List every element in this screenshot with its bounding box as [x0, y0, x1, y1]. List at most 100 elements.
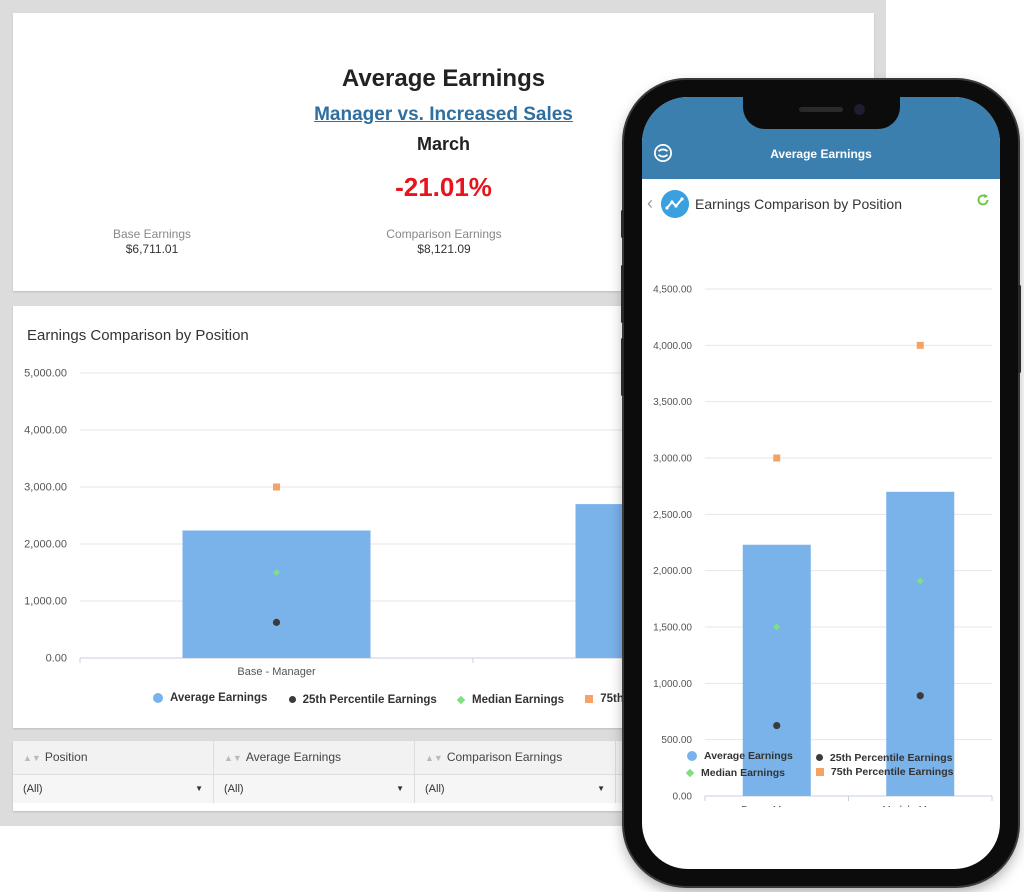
y-tick-label: 1,500.00: [653, 623, 692, 634]
column-header-label: Position: [44, 750, 88, 764]
point-25th-percentile: [916, 692, 924, 700]
refresh-icon[interactable]: [976, 193, 990, 207]
camera: [854, 104, 865, 115]
y-tick-label: 2,000.00: [653, 566, 692, 577]
back-chevron-icon[interactable]: ‹: [647, 193, 653, 213]
comparison-earnings-stat: Comparison Earnings $8,121.09: [344, 227, 544, 256]
filter-value: (All): [224, 783, 244, 795]
filter-value: (All): [23, 783, 43, 795]
kpi-percent-change: -21.01%: [395, 172, 492, 202]
comparison-earnings-value: $8,121.09: [417, 242, 471, 256]
legend-75th-percentile[interactable]: 75th Percentile Earnings: [815, 766, 954, 778]
point-75th-percentile: [773, 454, 781, 462]
legend-median[interactable]: Median Earnings: [456, 694, 565, 706]
kpi-title: Average Earnings: [341, 65, 546, 92]
chart-title: Earnings Comparison by Position: [27, 327, 249, 344]
chart-line-icon: [661, 190, 689, 218]
phone-side-button: [621, 338, 624, 396]
bar: [742, 544, 811, 796]
legend-square-icon: [815, 768, 824, 776]
point-75th-percentile: [916, 341, 924, 349]
y-tick-label: 5,000.00: [24, 368, 67, 380]
legend-average-earnings[interactable]: Average Earnings: [687, 750, 813, 762]
legend-diamond-icon: [685, 768, 695, 778]
legend-average-earnings[interactable]: Average Earnings: [153, 692, 267, 704]
kpi-month: March: [416, 134, 470, 154]
point-median: [272, 568, 281, 577]
legend-circle-icon: [153, 693, 163, 703]
base-earnings-stat: Base Earnings $6,711.01: [52, 227, 252, 256]
point-median: [916, 577, 924, 585]
point-median: [773, 623, 781, 631]
y-tick-label: 1,000.00: [24, 596, 67, 608]
legend-diamond-icon: [456, 695, 466, 705]
phone-notch: [743, 97, 900, 129]
kpi-comparison-link[interactable]: Manager vs. Increased Sales: [314, 104, 573, 125]
y-tick-label: 0.00: [46, 653, 67, 665]
comparison-earnings-label: Comparison Earnings: [386, 227, 502, 241]
sort-icon: ▲▼: [23, 753, 41, 763]
point-25th-percentile: [272, 618, 281, 626]
sort-icon: ▲▼: [224, 753, 242, 763]
y-tick-label: 2,500.00: [653, 510, 692, 521]
bar: [182, 530, 371, 658]
legend-circle-icon: [687, 751, 697, 761]
column-header-average-earnings[interactable]: ▲▼ Average Earnings: [214, 741, 415, 774]
y-tick-label: 3,000.00: [24, 482, 67, 494]
y-tick-label: 3,000.00: [653, 454, 692, 465]
x-tick-label: Base - Manager: [741, 805, 813, 807]
legend-label: 25th Percentile Earnings: [829, 751, 953, 764]
legend-25th-percentile[interactable]: 25th Percentile Earnings: [288, 694, 437, 706]
filter-value: (All): [425, 783, 445, 795]
column-header-label: Comparison Earnings: [446, 750, 563, 764]
column-header-comparison-earnings[interactable]: ▲▼ Comparison Earnings: [415, 741, 616, 774]
legend-dot-icon: [288, 696, 296, 703]
phone-chart-legend: Average Earnings 25th Percentile Earning…: [687, 750, 952, 764]
dropdown-arrow-icon: ▼: [396, 784, 404, 793]
legend-25th-percentile[interactable]: 25th Percentile Earnings: [815, 751, 953, 764]
phone-device: Average Earnings ‹ Earnings Comparison b…: [621, 80, 1021, 886]
x-tick-label: Base - Manager: [237, 666, 316, 678]
dropdown-arrow-icon: ▼: [195, 784, 203, 793]
legend-label: Average Earnings: [704, 750, 793, 762]
column-header-label: Average Earnings: [245, 750, 342, 764]
speaker: [799, 107, 843, 112]
y-tick-label: 4,500.00: [653, 285, 692, 296]
y-tick-label: 0.00: [673, 792, 693, 803]
legend-square-icon: [585, 695, 594, 703]
average-earnings-filter-select[interactable]: (All) ▼: [214, 775, 415, 803]
bar: [886, 491, 955, 796]
y-tick-label: 4,000.00: [653, 341, 692, 352]
y-tick-label: 2,000.00: [24, 539, 67, 551]
chart-legend: Average Earnings 25th Percentile Earning…: [153, 692, 642, 706]
phone-screen: Average Earnings ‹ Earnings Comparison b…: [642, 97, 1000, 869]
phone-chart-legend-row2: Median Earnings 75th Percentile Earnings: [685, 766, 954, 779]
legend-label: 75th: [600, 693, 624, 705]
point-25th-percentile: [773, 721, 781, 730]
position-filter-select[interactable]: (All) ▼: [13, 775, 214, 803]
phone-side-button: [621, 210, 624, 238]
phone-side-button: [621, 265, 624, 323]
y-tick-label: 4,000.00: [24, 425, 67, 437]
legend-median[interactable]: Median Earnings: [685, 767, 813, 779]
legend-label: Median Earnings: [472, 694, 565, 706]
app-title: Average Earnings: [770, 147, 872, 161]
point-75th-percentile: [273, 483, 280, 491]
app-logo-icon[interactable]: [654, 144, 672, 162]
y-tick-label: 500.00: [661, 735, 692, 746]
phone-side-button: [1018, 285, 1021, 373]
base-earnings-label: Base Earnings: [112, 227, 192, 241]
sort-icon: ▲▼: [425, 753, 443, 763]
phone-chart: 0.00 500.00 1,000.00 1,500.00 2,000.00 2,500.…: [653, 285, 993, 807]
column-header-position[interactable]: ▲▼ Position: [13, 741, 214, 774]
legend-75th-percentile[interactable]: 75th: [585, 693, 624, 705]
x-tick-label: Model - Manager: [882, 805, 958, 807]
legend-label: Median Earnings: [701, 767, 786, 779]
phone-chart-title: Earnings Comparison by Position: [695, 196, 902, 212]
y-tick-label: 3,500.00: [653, 397, 692, 408]
legend-label: 75th Percentile Earnings: [830, 766, 954, 778]
legend-label: Average Earnings: [170, 692, 268, 704]
phone-chart-header: ‹ Earnings Comparison by Position: [642, 179, 1000, 229]
legend-dot-icon: [815, 754, 823, 761]
comparison-earnings-filter-select[interactable]: (All) ▼: [415, 775, 616, 803]
